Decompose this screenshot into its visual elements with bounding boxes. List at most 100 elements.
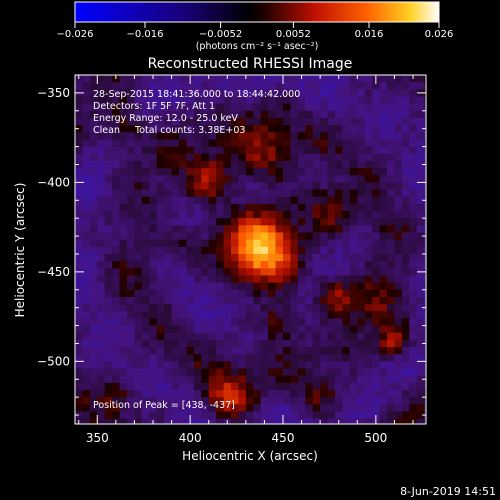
image-pixel (127, 382, 135, 391)
image-pixel (253, 246, 262, 255)
image-pixel (119, 325, 128, 334)
image-pixel (186, 196, 195, 205)
image-pixel (387, 160, 395, 169)
image-pixel (297, 117, 306, 126)
image-pixel (290, 232, 299, 240)
image-pixel (424, 332, 426, 341)
image-pixel (112, 311, 120, 319)
image-pixel (149, 296, 158, 305)
image-pixel (290, 117, 299, 126)
image-pixel (97, 261, 106, 269)
image-pixel (149, 261, 158, 269)
image-pixel (275, 82, 284, 90)
image-pixel (119, 304, 128, 312)
image-pixel (305, 153, 314, 162)
image-pixel (141, 361, 150, 369)
image-pixel (305, 160, 314, 169)
image-pixel (320, 146, 328, 155)
image-pixel (372, 296, 380, 305)
image-pixel (193, 347, 202, 355)
image-pixel (238, 368, 247, 376)
image-pixel (290, 189, 299, 197)
image-pixel (208, 146, 217, 155)
image-pixel (305, 282, 314, 291)
image-pixel (283, 311, 291, 319)
image-pixel (349, 411, 358, 419)
image-pixel (290, 339, 299, 348)
image-pixel (379, 196, 388, 205)
image-pixel (387, 246, 395, 255)
image-pixel (275, 361, 284, 369)
image-pixel (119, 318, 128, 326)
image-pixel (364, 218, 373, 226)
image-pixel (112, 246, 120, 255)
image-pixel (231, 304, 239, 312)
image-pixel (372, 397, 380, 405)
image-pixel (119, 189, 128, 197)
image-pixel (387, 232, 395, 240)
image-pixel (349, 347, 358, 355)
image-pixel (89, 246, 98, 255)
image-pixel (141, 296, 150, 305)
image-pixel (119, 218, 128, 226)
image-pixel (283, 196, 291, 205)
image-pixel (97, 239, 106, 248)
chart-title: Reconstructed RHESSI Image (148, 56, 353, 72)
image-pixel (216, 110, 224, 119)
image-pixel (171, 404, 180, 412)
image-pixel (201, 96, 210, 104)
image-pixel (179, 218, 187, 226)
image-pixel (223, 368, 232, 376)
image-pixel (268, 89, 276, 97)
image-pixel (223, 282, 232, 291)
colorbar-tick-label: 0.026 (425, 29, 454, 40)
image-pixel (283, 239, 291, 248)
image-pixel (275, 404, 284, 412)
image-pixel (208, 218, 217, 226)
image-pixel (327, 110, 336, 119)
image-pixel (283, 189, 291, 197)
image-pixel (156, 368, 165, 376)
image-pixel (372, 82, 380, 90)
image-pixel (297, 411, 306, 419)
image-pixel (424, 361, 426, 369)
image-pixel (268, 289, 276, 298)
image-pixel (253, 132, 262, 140)
image-pixel (238, 411, 247, 419)
image-pixel (186, 318, 195, 326)
image-pixel (201, 110, 210, 119)
image-pixel (112, 175, 120, 183)
image-pixel (394, 139, 403, 147)
image-pixel (75, 153, 83, 162)
image-pixel (216, 375, 224, 384)
image-pixel (335, 110, 343, 119)
image-pixel (283, 182, 291, 190)
y-tick-label: −450 (37, 265, 70, 279)
image-pixel (223, 339, 232, 348)
image-pixel (379, 225, 388, 233)
image-pixel (82, 189, 91, 197)
image-pixel (357, 318, 366, 326)
image-pixel (275, 203, 284, 212)
image-pixel (245, 232, 254, 240)
image-pixel (134, 232, 143, 240)
image-pixel (342, 318, 351, 326)
image-pixel (245, 175, 254, 183)
image-pixel (320, 175, 328, 183)
image-pixel (104, 339, 113, 348)
image-pixel (401, 225, 410, 233)
image-pixel (186, 389, 195, 398)
image-pixel (238, 296, 247, 305)
image-pixel (335, 389, 343, 398)
image-pixel (89, 354, 98, 362)
image-pixel (401, 218, 410, 226)
image-pixel (186, 311, 195, 319)
image-pixel (231, 239, 239, 248)
image-pixel (245, 404, 254, 412)
image-pixel (223, 275, 232, 283)
image-pixel (141, 347, 150, 355)
image-pixel (335, 246, 343, 255)
image-pixel (216, 397, 224, 405)
image-pixel (416, 253, 425, 262)
image-pixel (357, 361, 366, 369)
